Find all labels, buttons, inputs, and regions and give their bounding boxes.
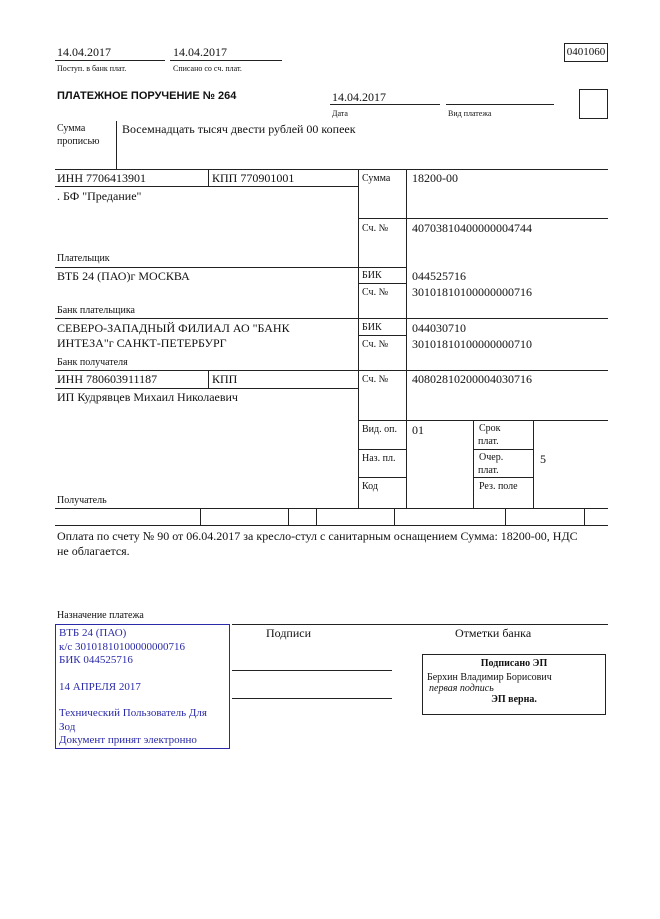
payer-bank-account-label: Сч. № — [362, 287, 389, 298]
amount-words: Восемнадцать тысяч двести рублей 00 копе… — [122, 122, 356, 136]
code-label: Код — [362, 481, 378, 492]
purpose-code-label: Наз. пл. — [362, 453, 396, 464]
received-date: 14.04.2017 — [57, 45, 111, 59]
stamp-line: Зод — [59, 720, 76, 733]
esign-status: ЭП верна. — [491, 694, 537, 705]
amount-label: Сумма — [362, 173, 391, 184]
purpose-label: Назначение платежа — [57, 610, 144, 621]
priority-value: 5 — [540, 452, 546, 466]
stamp-line: ВТБ 24 (ПАО) — [59, 627, 127, 639]
reserved-label: Рез. поле — [479, 481, 518, 492]
amount-value: 18200-00 — [412, 171, 458, 185]
esign-stamp: Подписано ЭП Берхин Владимир Борисович п… — [422, 654, 606, 715]
stamp-line: БИК 044525716 — [59, 654, 133, 666]
payer-inn: ИНН 7706413901 — [57, 171, 146, 185]
debited-label: Списано со сч. плат. — [173, 64, 242, 73]
stamp-line: Технический Пользователь Для — [59, 707, 207, 719]
payer-name: . БФ "Предание" — [57, 189, 142, 203]
payee-bank-account-label: Сч. № — [362, 339, 389, 350]
payee-bank-account: 30101810100000000710 — [412, 337, 532, 351]
payer-bank-label: Банк плательщика — [57, 305, 135, 316]
term-label-1: Срок — [479, 423, 501, 434]
stamp-line: Документ принят электронно — [59, 734, 197, 746]
payer-account-label: Сч. № — [362, 223, 389, 234]
payee-inn: ИНН 780603911187 — [57, 372, 158, 386]
bank-stamp: ВТБ 24 (ПАО) к/с 30101810100000000716 БИ… — [55, 624, 230, 749]
payer-account: 40703810400000004744 — [412, 221, 532, 235]
purpose-line-1: Оплата по счету № 90 от 06.04.2017 за кр… — [57, 529, 578, 543]
status-box — [579, 89, 608, 119]
payee-bank-name-2: ИНТЕЗА"г САНКТ-ПЕТЕРБУРГ — [57, 336, 227, 350]
date-label: Дата — [332, 109, 348, 118]
esign-role: первая подпись — [429, 683, 494, 694]
payer-bik: 044525716 — [412, 269, 466, 283]
payee-account-label: Сч. № — [362, 374, 389, 385]
payee-bank-name-1: СЕВЕРО-ЗАПАДНЫЙ ФИЛИАЛ АО "БАНК — [57, 321, 290, 335]
esign-title: Подписано ЭП — [480, 658, 548, 669]
payee-label: Получатель — [57, 495, 107, 506]
order-date: 14.04.2017 — [332, 90, 386, 104]
payer-label: Плательщик — [57, 253, 110, 264]
stamp-line: 14 АПРЕЛЯ 2017 — [59, 680, 141, 693]
bank-marks-label: Отметки банка — [455, 626, 532, 640]
debited-date: 14.04.2017 — [173, 45, 227, 59]
payment-type-label: Вид платежа — [448, 109, 492, 118]
priority-label-2: плат. — [478, 465, 499, 476]
payer-bank-name: ВТБ 24 (ПАО)г МОСКВА — [57, 269, 190, 283]
payee-bik: 044030710 — [412, 321, 466, 335]
payee-bank-label: Банк получателя — [57, 357, 128, 368]
payer-bank-account: 30101810100000000716 — [412, 285, 532, 299]
payee-account: 40802810200004030716 — [412, 372, 532, 386]
amount-words-label: Сумма прописью — [57, 123, 100, 147]
page-title: ПЛАТЕЖНОЕ ПОРУЧЕНИЕ № 264 — [57, 90, 237, 102]
payee-bik-label: БИК — [362, 322, 382, 333]
payee-kpp: КПП — [212, 372, 238, 386]
payer-kpp: КПП 770901001 — [212, 171, 295, 185]
op-type: 01 — [412, 423, 424, 437]
received-label: Поступ. в банк плат. — [57, 64, 127, 73]
priority-label-1: Очер. — [479, 452, 504, 463]
purpose-line-2: не облагается. — [57, 544, 130, 558]
payee-name: ИП Кудрявцев Михаил Николаевич — [57, 390, 238, 404]
op-type-label: Вид. оп. — [362, 424, 397, 435]
payer-bik-label: БИК — [362, 270, 382, 281]
form-code: 0401060 — [564, 43, 608, 62]
esign-signer: Берхин Владимир Борисович — [427, 672, 552, 683]
stamp-line: к/с 30101810100000000716 — [59, 640, 186, 653]
term-label-2: плат. — [478, 436, 499, 447]
signatures-label: Подписи — [266, 626, 312, 640]
